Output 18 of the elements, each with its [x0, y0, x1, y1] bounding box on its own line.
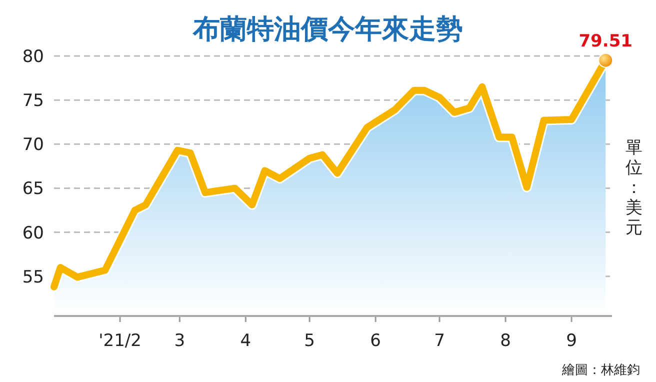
y-tick-label: 80	[22, 47, 44, 67]
text: 繪圖：林維鈞	[561, 363, 640, 378]
x-tick-label: '21/2	[98, 331, 142, 351]
y-tick-label: 60	[22, 223, 44, 244]
y-axis-title: 單位：美元	[626, 138, 642, 238]
y-tick-label: 55	[22, 267, 44, 288]
x-tick-label: 6	[370, 331, 382, 351]
x-tick-label: 8	[500, 331, 511, 351]
y-tick-label: 70	[22, 135, 44, 156]
chart-title: 布蘭特油價今年來走勢	[192, 14, 463, 45]
y-tick-label: 75	[22, 91, 44, 112]
x-tick-label: 7	[434, 331, 445, 351]
x-tick-label: 5	[304, 331, 315, 351]
x-tick-label: 4	[240, 331, 252, 351]
x-tick-label: 3	[174, 331, 186, 351]
x-tick-label: 9	[566, 331, 577, 351]
data-label: 79.51	[578, 31, 632, 52]
y-tick-label: 65	[22, 179, 44, 200]
